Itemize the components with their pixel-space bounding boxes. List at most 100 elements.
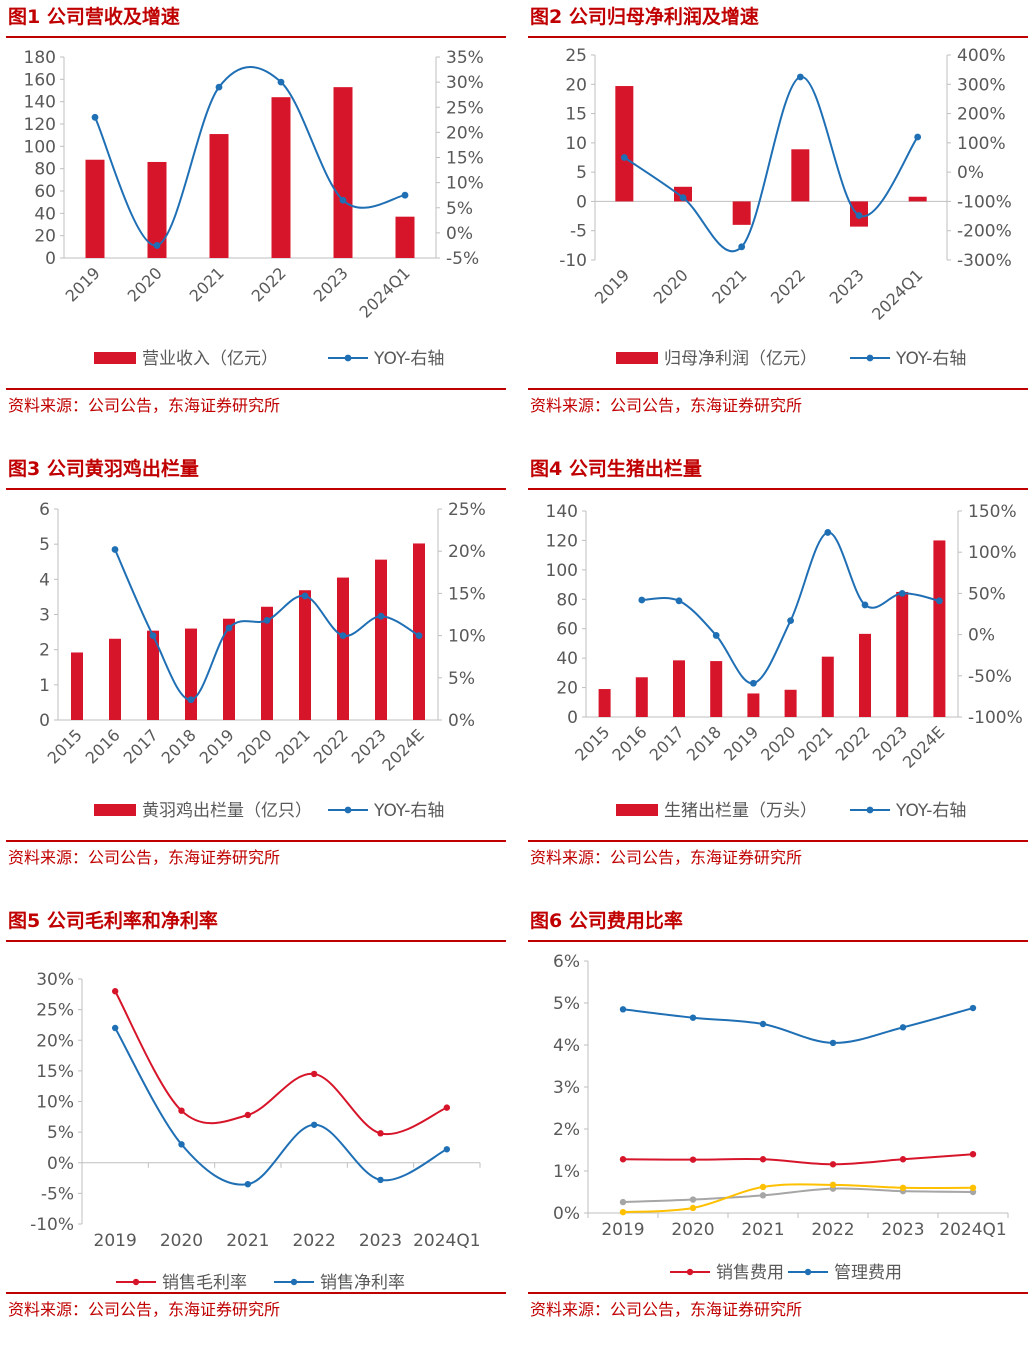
y-tick-label: 160 — [24, 70, 56, 90]
chart-title: 图1 公司营收及增速 — [8, 6, 180, 28]
bar — [299, 590, 311, 720]
y-tick-label: 140 — [24, 93, 56, 113]
yoy-point — [339, 196, 347, 204]
hog-output-chart: 0 20 40 60 80 100 120 140 -100% -50% 0% 50% 100% 150%… — [546, 502, 1023, 821]
series-point — [443, 1104, 451, 1111]
yoy-point — [738, 243, 746, 251]
y-tick-label: 5 — [39, 535, 50, 555]
margin-chart: -10% -5% 0% 5% 10% 15% 20% 25% 30% 2019 2020 2021 20… — [30, 970, 480, 1290]
series-line — [114, 990, 448, 1136]
legend-bar-label: 黄羽鸡出栏量（亿只） — [142, 801, 312, 821]
yoy-point — [750, 679, 757, 687]
y-tick-label: 0 — [567, 708, 578, 728]
series-point — [443, 1146, 451, 1153]
y-tick-label: -10% — [30, 1215, 74, 1235]
yoy-point — [620, 154, 628, 161]
series-point — [829, 1161, 837, 1168]
y-tick-label: 80 — [34, 160, 56, 180]
y-tick-label: 0% — [553, 1204, 580, 1224]
yoy-point — [339, 632, 347, 639]
y-tick-label: 20% — [36, 1031, 74, 1051]
bar — [395, 216, 415, 258]
x-tick-label: 2020 — [671, 1220, 714, 1240]
bar — [223, 618, 235, 720]
y-tick-label: -5% — [41, 1184, 74, 1204]
x-tick-label: 2022 — [293, 1231, 336, 1251]
bar — [209, 134, 229, 258]
x-tick-label: 2017 — [646, 722, 688, 764]
y2-tick-label: 0% — [968, 626, 995, 646]
x-tick-label: 2022 — [248, 263, 290, 305]
x-tick-label: 2024E — [378, 725, 427, 774]
bar — [271, 97, 291, 258]
chart-title: 图3 公司黄羽鸡出栏量 — [8, 458, 199, 480]
bar — [791, 149, 810, 202]
chart-title: 图5 公司毛利率和净利率 — [8, 910, 218, 932]
legend-bar-swatch — [94, 352, 136, 364]
series-point — [759, 1183, 767, 1191]
y-tick-label: 15 — [565, 105, 587, 125]
y2-tick-label: 5% — [446, 199, 473, 219]
x-tick-label: 2019 — [601, 1220, 644, 1240]
chart-panel-2: 图2 公司归母净利润及增速 -10 -5 0 5 10 15 20 25 -300% -200% -… — [528, 0, 1028, 442]
bar — [784, 689, 797, 717]
yoy-point — [277, 78, 285, 86]
y-tick-label: 120 — [24, 115, 56, 135]
yoy-point — [824, 529, 832, 536]
source-divider — [6, 388, 506, 390]
yoy-point — [787, 617, 794, 624]
source-divider — [6, 1292, 506, 1294]
y2-tick-label: 10% — [448, 627, 486, 647]
yoy-point — [301, 592, 309, 600]
series-point — [244, 1180, 252, 1188]
y-tick-label: 0% — [47, 1154, 74, 1174]
x-tick-label: 2021 — [741, 1220, 784, 1240]
y-tick-label: 2% — [553, 1120, 580, 1140]
yoy-point — [91, 113, 99, 121]
legend-bar-swatch — [616, 804, 658, 816]
yoy-point — [187, 696, 195, 704]
source-divider — [528, 388, 1028, 390]
source-divider — [528, 840, 1028, 842]
x-tick-label: 2020 — [124, 263, 166, 305]
series-point — [899, 1024, 907, 1031]
yoy-point — [149, 632, 157, 639]
series-point — [619, 1198, 627, 1206]
title-divider — [6, 488, 506, 490]
legend-bar-swatch — [616, 352, 658, 364]
x-tick-label: 2016 — [82, 725, 124, 767]
yoy-point — [111, 546, 119, 553]
legend-line-label: YOY-右轴 — [373, 349, 444, 369]
series-point — [969, 1004, 977, 1012]
bar — [896, 591, 909, 717]
x-tick-label: 2018 — [158, 725, 200, 767]
series-point — [759, 1156, 767, 1163]
bar — [673, 660, 685, 717]
bar — [333, 87, 353, 259]
y2-tick-label: 300% — [957, 75, 1006, 95]
y2-tick-label: 10% — [446, 174, 484, 194]
y2-tick-label: 35% — [446, 48, 484, 68]
legend-label: 销售费用 — [716, 1263, 784, 1283]
y-tick-label: 20 — [34, 227, 56, 247]
x-tick-label: 2023 — [310, 263, 352, 305]
x-tick-label: 2022 — [832, 722, 874, 764]
y-tick-label: 5% — [553, 994, 580, 1014]
yoy-point — [153, 242, 161, 249]
yoy-point — [712, 632, 720, 639]
title-divider — [6, 940, 506, 942]
x-tick-label: 2022 — [767, 265, 809, 307]
bar — [732, 201, 751, 225]
series-line — [622, 1187, 974, 1204]
series-point — [689, 1196, 697, 1203]
chart-panel-6: 图6 公司费用比率 0% 1% 2% 3% 4% 5% 6% 2019 2020 2021 2022… — [528, 904, 1028, 1346]
y-tick-label: 40 — [34, 204, 56, 224]
legend-line-marker — [866, 806, 874, 814]
series-point — [111, 1024, 119, 1032]
y-tick-label: 5% — [47, 1123, 74, 1143]
y2-tick-label: 0% — [448, 711, 475, 731]
y-tick-label: 25% — [36, 1001, 74, 1021]
legend-line-label: YOY-右轴 — [895, 349, 966, 369]
chart-panel-1: 图1 公司营收及增速 0 20 40 60 80 100 120 140 160 180 -5% 0%… — [6, 0, 506, 442]
chart-source: 资料来源：公司公告，东海证券研究所 — [8, 396, 281, 415]
